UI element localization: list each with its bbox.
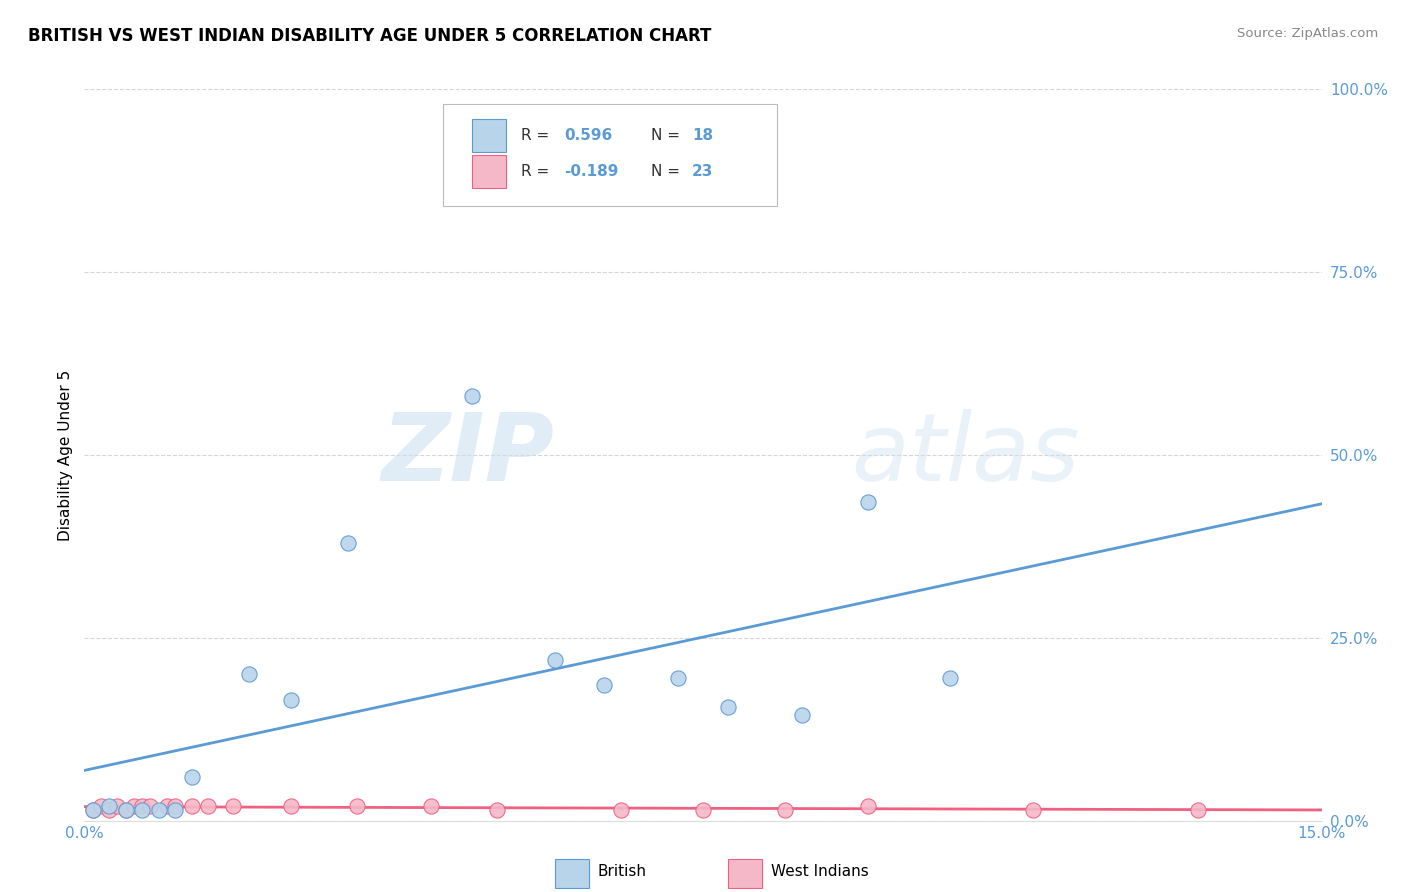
Text: 18: 18 (692, 128, 713, 143)
Point (485, 803, 508, 817)
Text: -0.189: -0.189 (564, 164, 619, 179)
Point (790, 707, 813, 722)
Point (139, 799, 162, 814)
Text: atlas: atlas (852, 409, 1080, 500)
Point (222, 799, 245, 814)
Text: R =: R = (522, 128, 554, 143)
Text: Source: ZipAtlas.com: Source: ZipAtlas.com (1237, 27, 1378, 40)
Point (105, 799, 128, 814)
Point (692, 803, 714, 817)
Point (82, 803, 104, 817)
Point (856, 495, 879, 509)
Point (666, 671, 689, 685)
Text: 0.596: 0.596 (564, 128, 613, 143)
Point (939, 671, 962, 685)
Text: N =: N = (651, 128, 685, 143)
Point (1022, 803, 1045, 817)
Point (98, 799, 121, 814)
Point (593, 678, 616, 692)
Point (775, 803, 797, 817)
Point (131, 803, 153, 817)
Point (98, 803, 121, 817)
FancyBboxPatch shape (443, 103, 778, 206)
Point (717, 700, 740, 714)
Point (165, 799, 187, 814)
Point (165, 803, 187, 817)
Point (461, 389, 484, 403)
FancyBboxPatch shape (554, 859, 589, 888)
Point (180, 770, 202, 784)
Text: ZIP: ZIP (381, 409, 554, 501)
Point (346, 799, 368, 814)
Point (82, 803, 104, 817)
Point (609, 803, 631, 817)
Point (280, 799, 302, 814)
Point (197, 799, 219, 814)
Text: N =: N = (651, 164, 685, 179)
Point (114, 803, 136, 817)
Point (337, 535, 360, 549)
FancyBboxPatch shape (471, 155, 506, 188)
Point (238, 667, 260, 681)
FancyBboxPatch shape (471, 119, 506, 152)
Point (90, 799, 112, 814)
FancyBboxPatch shape (728, 859, 762, 888)
Point (543, 653, 565, 667)
Point (180, 799, 202, 814)
Point (280, 693, 302, 707)
Text: 23: 23 (692, 164, 713, 179)
Text: British: British (598, 864, 647, 880)
Point (419, 799, 441, 814)
Text: R =: R = (522, 164, 554, 179)
Point (1187, 803, 1209, 817)
Point (114, 803, 136, 817)
Text: West Indians: West Indians (770, 864, 869, 880)
Y-axis label: Disability Age Under 5: Disability Age Under 5 (58, 369, 73, 541)
Text: BRITISH VS WEST INDIAN DISABILITY AGE UNDER 5 CORRELATION CHART: BRITISH VS WEST INDIAN DISABILITY AGE UN… (28, 27, 711, 45)
Point (856, 799, 879, 814)
Point (148, 803, 170, 817)
Point (131, 799, 153, 814)
Point (156, 799, 179, 814)
Point (122, 799, 145, 814)
